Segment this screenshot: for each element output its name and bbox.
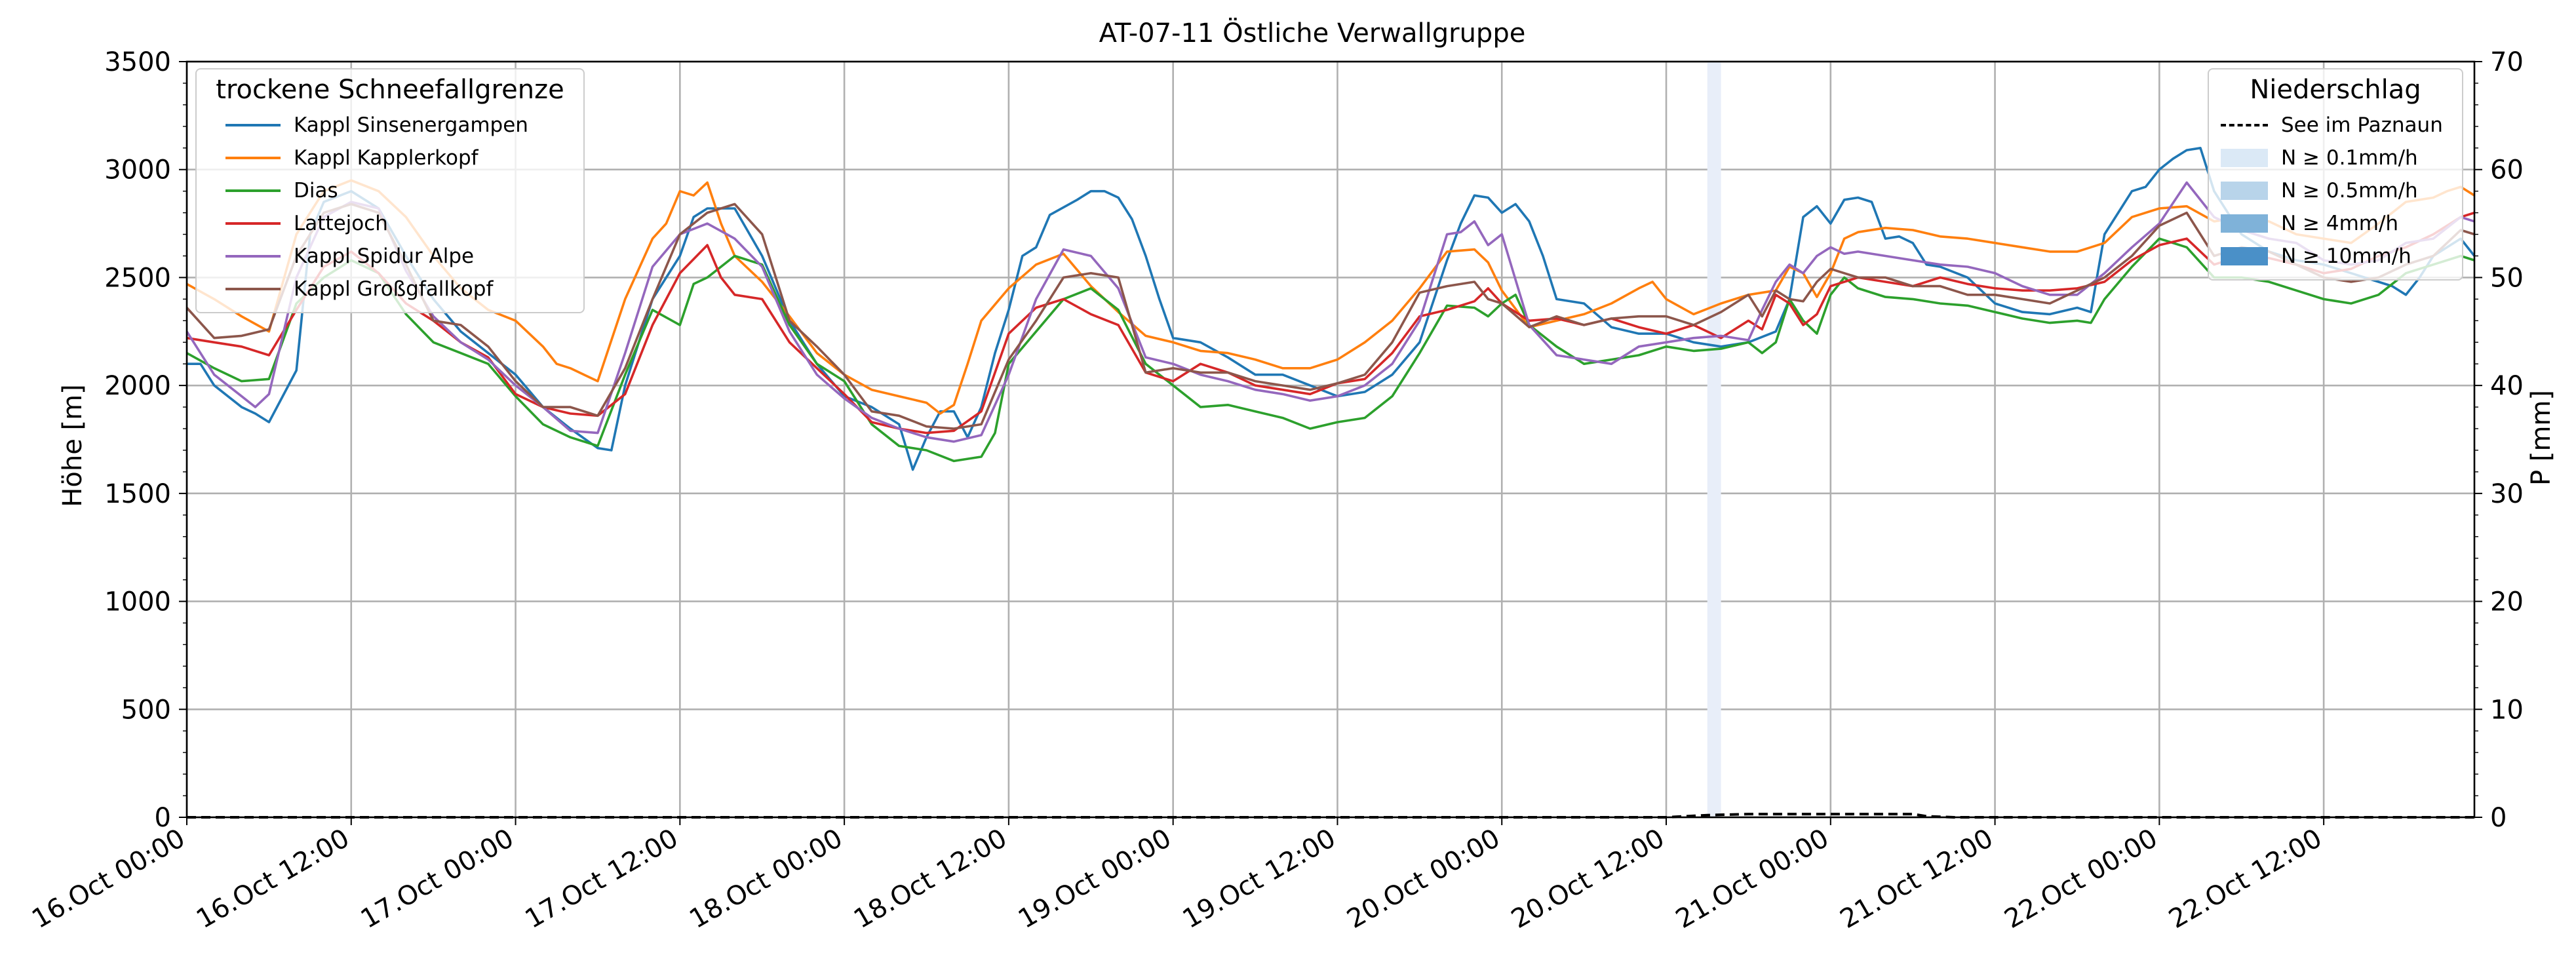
legend-swatch [225,222,281,225]
x-tick-label: 18.Oct 12:00 [849,823,1012,935]
x-tick-label: 17.Oct 12:00 [520,823,684,935]
y2-tick-label: 70 [2490,47,2524,77]
legend-entry: Kappl Kapplerkopf [197,142,583,174]
y2-tick-label: 40 [2490,371,2524,401]
series-line-kappl-gro-gfallkopf [185,203,2475,430]
y-tick-label: 1000 [104,587,171,617]
x-tick-label: 22.Oct 00:00 [2000,823,2163,935]
legend-label: N ≥ 0.1mm/h [2281,146,2418,170]
legend-label: N ≥ 10mm/h [2281,244,2411,268]
legend-entry: N ≥ 0.1mm/h [2209,142,2462,174]
legend-entry: N ≥ 10mm/h [2209,240,2462,273]
legend-entry: Kappl Sinsenergampen [197,109,583,142]
legend-entry: N ≥ 4mm/h [2209,207,2462,240]
legend-label: Kappl Sinsenergampen [294,113,528,137]
x-tick-label: 21.Oct 00:00 [1671,823,1834,935]
y2-tick-label: 10 [2490,695,2524,725]
legend-entry: Kappl Großgfallkopf [197,273,583,305]
legend-swatch [225,157,281,159]
x-tick-label: 19.Oct 00:00 [1013,823,1177,935]
x-tick-label: 18.Oct 00:00 [684,823,848,935]
y-tick-label: 0 [155,803,171,833]
legend-snowline: trockene Schneefallgrenze Kappl Sinsener… [195,68,585,313]
series-line-dias [186,237,2475,463]
x-tick-label: 16.Oct 12:00 [191,823,355,935]
y2-axis-label: P [mm] [2526,390,2556,486]
x-tick-label: 20.Oct 12:00 [1506,823,1669,935]
x-tick-label: 20.Oct 00:00 [1342,823,1505,935]
legend-swatch [2221,214,2268,233]
y2-tick-label: 0 [2490,803,2507,833]
legend-entry: See im Paznaun [2209,109,2462,142]
legend-label: See im Paznaun [2281,113,2443,137]
chart-title: AT-07-11 Östliche Verwallgruppe [1099,17,1526,48]
y2-tick-label: 50 [2490,263,2524,293]
legend-swatch [2221,149,2268,167]
legend-label: N ≥ 0.5mm/h [2281,179,2418,203]
x-tick-label: 17.Oct 00:00 [356,823,519,935]
legend-precipitation: Niederschlag See im Paznaun N ≥ 0.1mm/h N … [2208,68,2463,281]
y-tick-label: 2500 [104,263,171,293]
x-tick-label: 16.Oct 00:00 [27,823,190,935]
legend-snowline-title: trockene Schneefallgrenze [216,75,564,105]
legend-label: N ≥ 4mm/h [2281,212,2399,235]
y2-tick-label: 20 [2490,587,2524,617]
legend-swatch [2221,182,2268,200]
legend-label: Dias [294,179,338,203]
y2-tick-label: 30 [2490,479,2524,509]
y2-tick-label: 60 [2490,155,2524,185]
legend-precipitation-title: Niederschlag [2250,75,2421,105]
y-axis-label: Höhe [m] [58,384,88,507]
legend-swatch [2221,247,2268,265]
legend-label: Kappl Großgfallkopf [294,277,494,301]
plot-frame [185,60,2476,819]
series-line-kappl-spidur-alpe [185,181,2475,443]
x-tick-label: 21.Oct 12:00 [1835,823,1999,935]
legend-swatch [2221,124,2268,126]
legend-entry: Kappl Spidur Alpe [197,240,583,273]
legend-entry: Dias [197,174,583,207]
legend-swatch [225,288,281,290]
series-line-kappl-sinsenergampen [187,147,2476,471]
legend-swatch [225,255,281,258]
y-tick-label: 1500 [104,479,171,509]
legend-label: Lattejoch [294,212,388,235]
legend-swatch [225,189,281,192]
y-tick-label: 3000 [104,155,171,185]
y-tick-label: 2000 [104,371,171,401]
legend-label: Kappl Kapplerkopf [294,146,478,170]
legend-label: Kappl Spidur Alpe [294,244,475,268]
y-tick-label: 500 [121,695,171,725]
precip-shade-band [1707,62,1721,817]
x-tick-label: 19.Oct 12:00 [1178,823,1341,935]
y-tick-label: 3500 [104,47,171,77]
legend-entry: Lattejoch [197,207,583,240]
x-tick-label: 22.Oct 12:00 [2164,823,2327,935]
legend-swatch [225,124,281,126]
series-line-kappl-kapplerkopf [186,179,2475,415]
legend-entry: N ≥ 0.5mm/h [2209,174,2462,207]
